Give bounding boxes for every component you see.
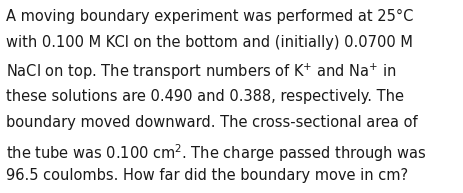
Text: with 0.100 M KCl on the bottom and (initially) 0.0700 M: with 0.100 M KCl on the bottom and (init… xyxy=(6,35,412,50)
Text: boundary moved downward. The cross-sectional area of: boundary moved downward. The cross-secti… xyxy=(6,115,416,130)
Text: the tube was 0.100 cm$^{2}$. The charge passed through was: the tube was 0.100 cm$^{2}$. The charge … xyxy=(6,142,425,163)
Text: NaCl on top. The transport numbers of K$^{+}$ and Na$^{+}$ in: NaCl on top. The transport numbers of K$… xyxy=(6,62,395,82)
Text: 96.5 coulombs. How far did the boundary move in cm?: 96.5 coulombs. How far did the boundary … xyxy=(6,168,407,184)
Text: these solutions are 0.490 and 0.388, respectively. The: these solutions are 0.490 and 0.388, res… xyxy=(6,89,403,104)
Text: A moving boundary experiment was performed at 25°C: A moving boundary experiment was perform… xyxy=(6,9,412,24)
